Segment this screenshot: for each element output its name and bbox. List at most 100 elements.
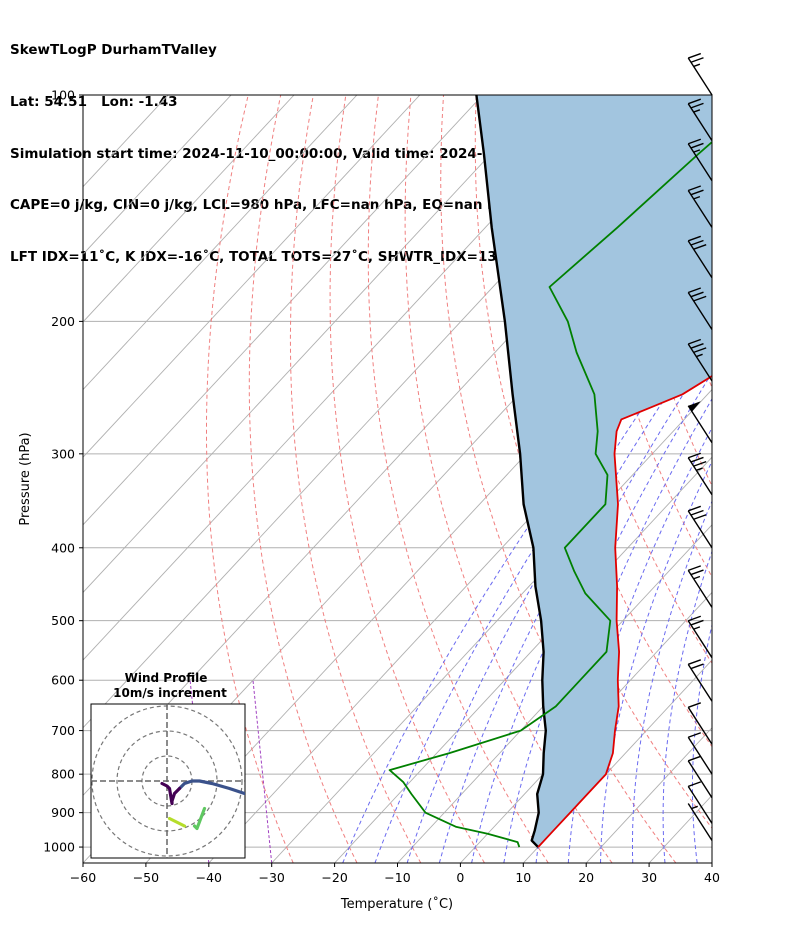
- hodograph-trace: [167, 816, 187, 828]
- wind-barb: [687, 98, 713, 142]
- moist-adiabat-line: [471, 348, 712, 863]
- barb-full-flag: [693, 460, 707, 467]
- hodograph-title: Wind Profile: [125, 671, 208, 685]
- y-tick-label: 1000: [43, 840, 75, 855]
- wind-barb: [687, 755, 713, 799]
- dry-adiabat-line: [206, 95, 294, 863]
- barb-full-flag: [688, 702, 702, 708]
- x-tick-label: 10: [515, 870, 531, 885]
- dry-adiabat-line: [289, 95, 422, 863]
- barb-staff: [687, 786, 713, 824]
- barb-pennant: [688, 401, 701, 412]
- hodograph-plot: [91, 704, 245, 858]
- y-tick-label: 500: [51, 613, 75, 628]
- moist-adiabat-line: [632, 500, 712, 863]
- x-tick-label: −20: [321, 870, 347, 885]
- title-latlon: Lat: 54.51 Lon: -1.43: [10, 94, 178, 111]
- y-axis-label: Pressure (hPa): [18, 432, 33, 525]
- moist-adiabat-line: [438, 326, 712, 863]
- isotherm-line: [83, 95, 295, 323]
- dewpoint-profile-line: [388, 140, 712, 848]
- moist-adiabat-line: [721, 95, 794, 863]
- barb-half-flag: [693, 109, 701, 113]
- wind-barb: [687, 235, 713, 279]
- barb-staff: [687, 803, 713, 841]
- barb-half-flag: [696, 353, 703, 358]
- y-tick-label: 600: [51, 673, 75, 688]
- barb-staff: [687, 240, 713, 279]
- barb-full-flag: [688, 615, 702, 622]
- barb-staff: [687, 405, 713, 444]
- x-tick-label: 30: [641, 870, 657, 885]
- wind-barb: [687, 338, 713, 382]
- isotherm-line: [83, 95, 421, 458]
- barb-staff: [687, 57, 713, 96]
- isotherm-line: [271, 388, 712, 863]
- barb-full-flag: [688, 565, 702, 572]
- x-tick-label: 40: [704, 870, 720, 885]
- barb-staff: [687, 343, 713, 382]
- barb-staff: [687, 736, 713, 775]
- moist-adiabat-line: [535, 397, 712, 863]
- barb-full-flag: [693, 244, 707, 250]
- barb-staff: [687, 457, 713, 496]
- y-tick-label: 800: [51, 767, 75, 782]
- barb-full-flag: [688, 781, 702, 788]
- title-station: SkewTLogP DurhamTValley: [10, 42, 217, 59]
- x-tick-label: −30: [259, 870, 285, 885]
- y-tick-label: 700: [51, 723, 75, 738]
- wind-barb: [687, 659, 713, 702]
- hodograph-subtitle: 10m/s increment: [113, 686, 227, 700]
- barb-full-flag: [690, 343, 704, 349]
- isotherm-line: [397, 524, 712, 863]
- cape-fill-region: [476, 95, 712, 848]
- wind-barb: [687, 452, 713, 496]
- hodograph-inset: Wind Profile 10m/s increment: [90, 671, 246, 859]
- barb-half-flag: [693, 63, 701, 68]
- wind-barb: [687, 505, 713, 549]
- dry-adiabat-line: [737, 95, 794, 863]
- barb-full-flag: [690, 239, 704, 246]
- hodograph-trace: [160, 781, 182, 806]
- dry-adiabat-line: [769, 95, 794, 863]
- barb-full-flag: [688, 755, 702, 762]
- dry-adiabat-line: [329, 95, 485, 863]
- barb-full-flag: [690, 291, 704, 298]
- wind-barbs: [687, 52, 713, 841]
- x-tick-label: −50: [133, 870, 159, 885]
- wind-barb: [687, 185, 713, 228]
- isotherm-line: [83, 95, 609, 661]
- barb-full-flag: [688, 185, 702, 192]
- dry-adiabat-line: [367, 95, 549, 863]
- barb-full-flag: [688, 338, 702, 345]
- wind-barb: [687, 565, 713, 608]
- barb-full-flag: [693, 295, 707, 302]
- x-tick-label: −10: [384, 870, 410, 885]
- y-tick-label: 100: [51, 88, 75, 103]
- barb-full-flag: [688, 505, 702, 512]
- moist-adiabat-line: [692, 622, 712, 863]
- hodograph-trace: [177, 779, 245, 796]
- barb-half-flag: [691, 805, 698, 810]
- barb-staff: [687, 190, 713, 228]
- barb-half-flag: [696, 467, 703, 472]
- barb-full-flag: [688, 52, 702, 59]
- isotherm-line: [711, 862, 712, 863]
- wind-barb: [687, 287, 713, 330]
- barb-full-flag: [690, 569, 704, 576]
- barb-full-flag: [690, 619, 704, 626]
- parcel-profile-line: [475, 95, 547, 848]
- dry-adiabat-line: [703, 95, 712, 141]
- mixing-ratio-line: [252, 680, 273, 863]
- title-indices: LFT IDX=11˚C, K IDX=-16˚C, TOTAL TOTS=27…: [10, 248, 514, 265]
- barb-full-flag: [693, 347, 707, 354]
- isotherm-line: [83, 95, 546, 594]
- barb-staff: [687, 103, 713, 142]
- barb-full-flag: [690, 102, 704, 109]
- isotherm-line: [334, 456, 712, 863]
- moist-adiabat-line: [600, 460, 712, 863]
- dry-adiabat-line: [474, 95, 712, 829]
- moist-adiabat-line: [662, 550, 712, 863]
- isotherm-line: [83, 95, 484, 526]
